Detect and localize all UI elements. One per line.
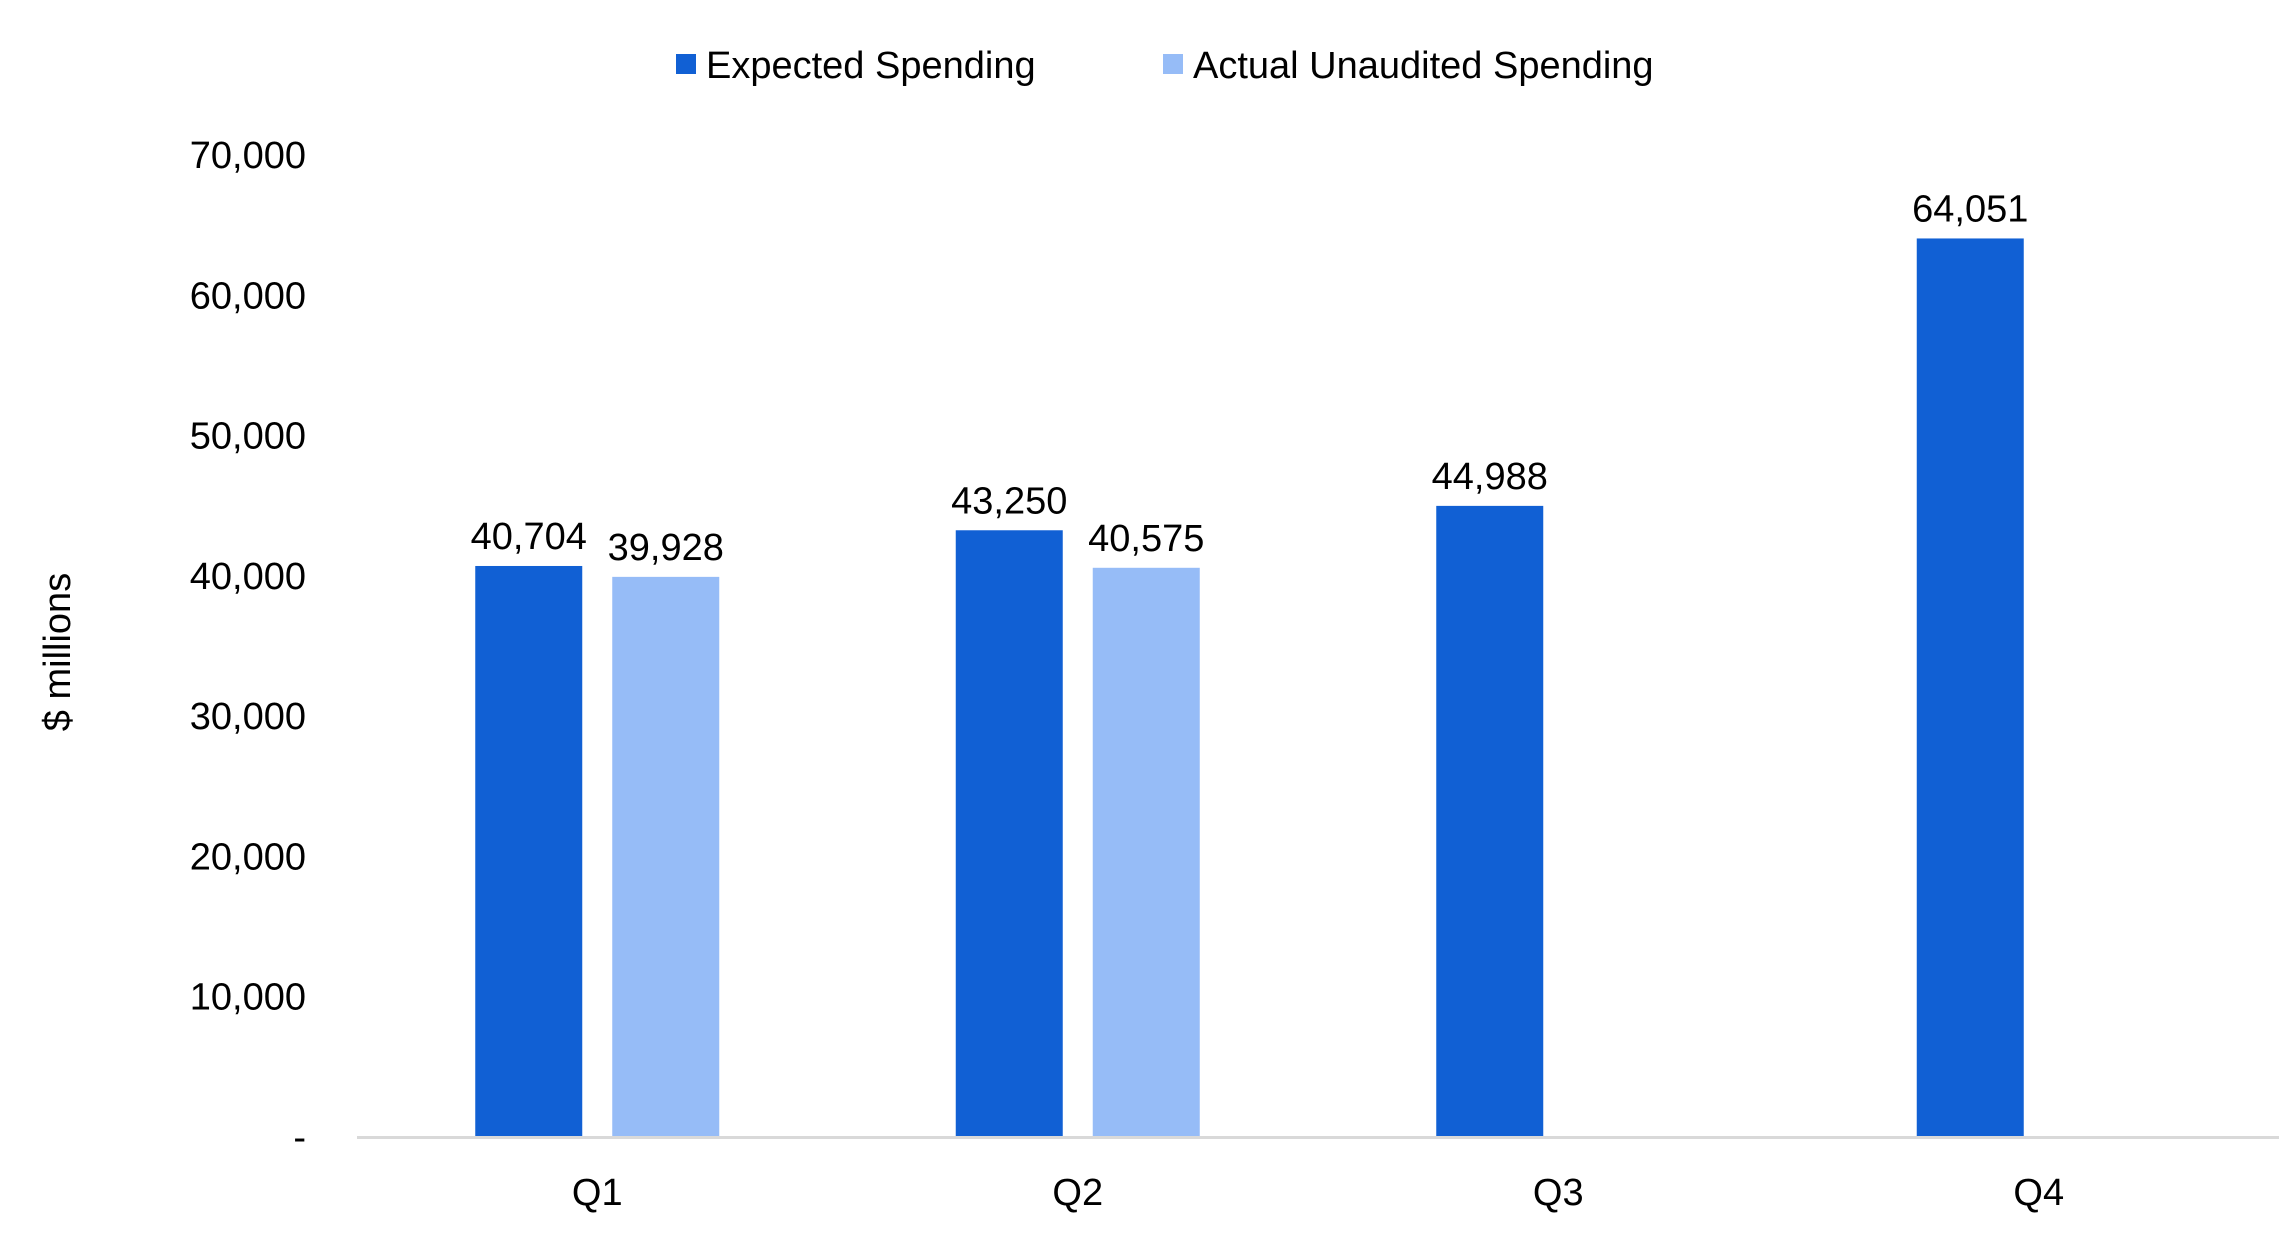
- x-axis: Q1 Q2 Q3 Q4: [357, 1136, 2279, 1214]
- bars: [475, 238, 2024, 1137]
- bar-q1-series-1: [475, 565, 583, 1137]
- x-tick-label: Q3: [1533, 1172, 1584, 1214]
- data-label: 39,928: [608, 527, 724, 569]
- data-label: 40,575: [1088, 518, 1204, 560]
- legend-item: Actual Unaudited Spending: [1163, 45, 1654, 87]
- y-tick-label: 30,000: [190, 696, 306, 738]
- data-label: 40,704: [471, 516, 587, 558]
- data-labels: 40,704 39,928 43,250 40,575 44,988 64,051: [471, 188, 2029, 568]
- y-tick-label: 50,000: [190, 416, 306, 458]
- y-axis-title: $ millions: [37, 573, 79, 731]
- legend: Expected Spending Actual Unaudited Spendi…: [676, 45, 1654, 87]
- bar-q3-series-1: [1436, 505, 1544, 1137]
- bar-q1-series-2: [612, 576, 720, 1137]
- bar-q2-series-1: [955, 530, 1063, 1137]
- bar-q2-series-2: [1092, 567, 1200, 1137]
- y-tick-label: 70,000: [190, 135, 306, 177]
- x-tick-label: Q1: [572, 1172, 623, 1214]
- x-tick-label: Q2: [1052, 1172, 1103, 1214]
- legend-swatch: [676, 54, 696, 74]
- y-tick-label: 40,000: [190, 556, 306, 598]
- legend-item: Expected Spending: [676, 45, 1036, 87]
- legend-label: Expected Spending: [706, 45, 1036, 87]
- legend-swatch: [1163, 54, 1183, 74]
- y-tick-label: 10,000: [190, 977, 306, 1019]
- y-tick-label: -: [293, 1117, 306, 1159]
- data-label: 44,988: [1432, 456, 1548, 498]
- bar-q4-series-1: [1916, 238, 2024, 1137]
- y-axis-ticks: - 10,000 20,000 30,000 40,000 50,000 60,000 70,…: [190, 135, 306, 1159]
- y-tick-label: 60,000: [190, 275, 306, 317]
- data-label: 43,250: [951, 480, 1067, 522]
- x-tick-label: Q4: [2013, 1172, 2064, 1214]
- y-axis-title-group: $ millions: [37, 573, 79, 731]
- legend-label: Actual Unaudited Spending: [1193, 45, 1654, 87]
- data-label: 64,051: [1912, 188, 2028, 230]
- y-tick-label: 20,000: [190, 836, 306, 878]
